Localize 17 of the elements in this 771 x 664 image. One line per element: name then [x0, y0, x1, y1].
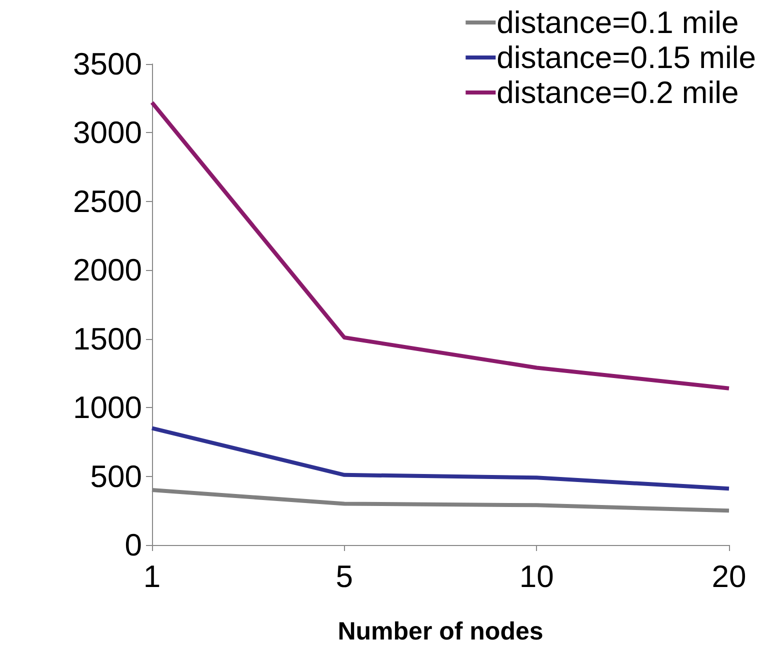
x-axis-title: Number of nodes: [338, 618, 544, 646]
legend-label: distance=0.15 mile: [496, 40, 756, 75]
x-tick-label: 10: [519, 559, 554, 594]
y-tick-label: 2000: [73, 252, 142, 288]
line-series: [150, 426, 731, 491]
x-tick-label: 5: [336, 559, 353, 594]
y-tick-label: 2500: [73, 184, 142, 219]
legend-label: distance=0.1 mile: [496, 5, 739, 40]
y-tick-label: 3000: [73, 115, 142, 150]
legend-label: distance=0.2 mile: [496, 75, 739, 110]
y-tick-label: 1000: [73, 390, 142, 426]
y-tick-label: 0: [124, 528, 142, 562]
y-tick-label: 3500: [73, 46, 142, 82]
y-tick-label: 500: [90, 458, 142, 494]
x-tick-label: 1: [143, 559, 161, 594]
y-tick-label: 1500: [73, 321, 142, 356]
x-tick-label: 20: [712, 559, 746, 594]
